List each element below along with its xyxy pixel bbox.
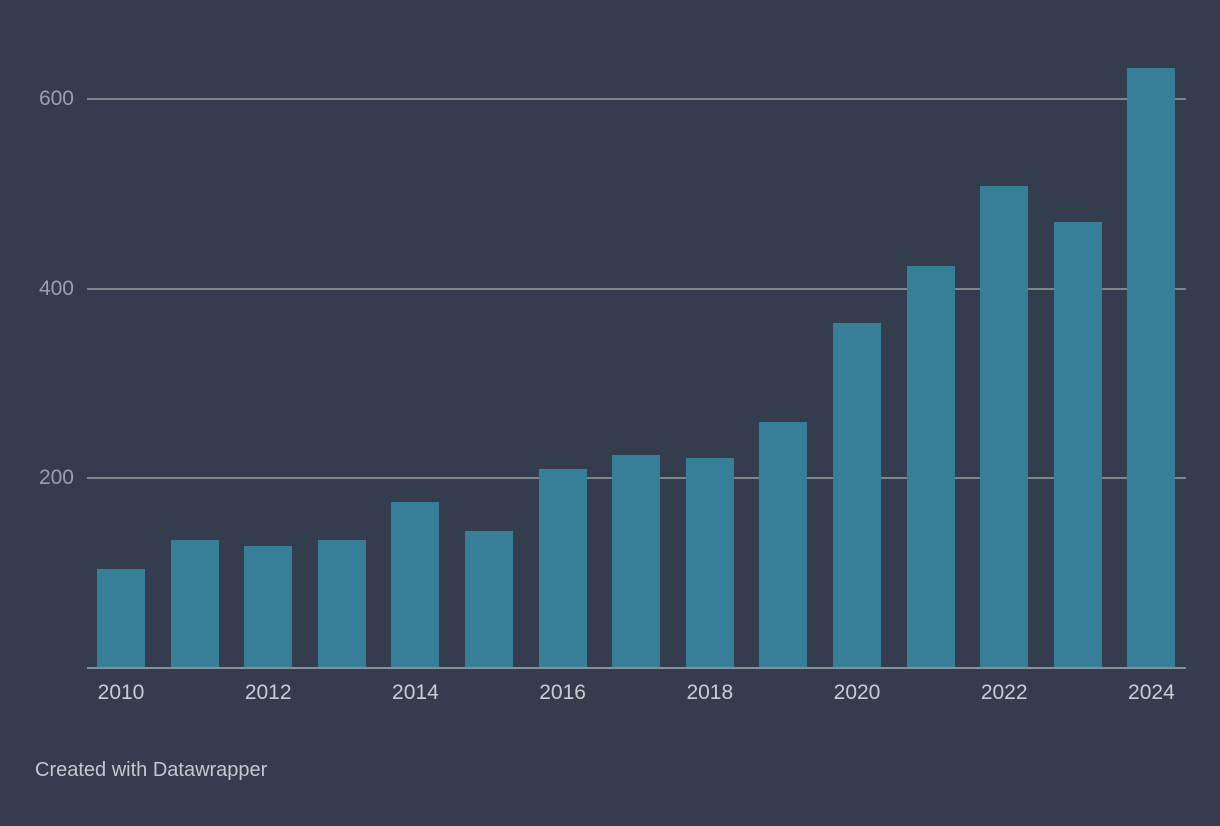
bar-2011[interactable] — [170, 540, 219, 668]
gridline-400 — [87, 287, 1186, 290]
bar-2014[interactable] — [391, 502, 440, 668]
datawrapper-credit[interactable]: Created with Datawrapper — [35, 759, 268, 781]
bar-2022[interactable] — [980, 186, 1029, 668]
x-axis-line — [87, 667, 1186, 669]
x-axis-label-2016: 2016 — [539, 681, 586, 704]
gridline-600 — [87, 98, 1186, 101]
bar-2017[interactable] — [612, 454, 661, 668]
bar-2018[interactable] — [685, 457, 734, 668]
bar-2023[interactable] — [1053, 222, 1102, 668]
x-axis-label-2024: 2024 — [1128, 681, 1175, 704]
x-axis-label-2020: 2020 — [833, 681, 881, 704]
x-axis-label-2010: 2010 — [97, 681, 145, 704]
bar-2021[interactable] — [906, 266, 955, 668]
bar-2016[interactable] — [538, 468, 587, 668]
y-axis-label-600: 600 — [38, 87, 74, 111]
x-axis-label-2018: 2018 — [686, 681, 734, 704]
y-axis-label-200: 200 — [38, 466, 74, 490]
bar-2013[interactable] — [317, 540, 366, 668]
x-axis-label-2014: 2014 — [392, 681, 439, 704]
bar-2020[interactable] — [833, 322, 881, 668]
y-axis-label-400: 400 — [38, 276, 74, 300]
bar-2019[interactable] — [759, 421, 808, 668]
bar-2015[interactable] — [465, 530, 513, 668]
bar-2024[interactable] — [1127, 67, 1176, 668]
x-axis-label-2022: 2022 — [980, 681, 1028, 704]
x-axis-label-2012: 2012 — [244, 681, 292, 704]
bar-2012[interactable] — [244, 545, 293, 668]
bar-2010[interactable] — [97, 568, 145, 668]
